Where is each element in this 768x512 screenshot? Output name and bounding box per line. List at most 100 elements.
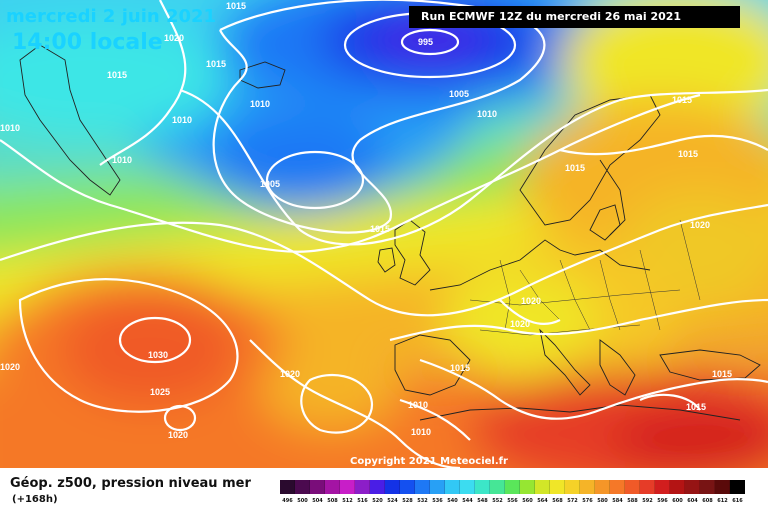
- isobar-label: 1010: [0, 123, 20, 133]
- isobar-label: 1010: [172, 115, 192, 125]
- scale-swatch: [625, 480, 640, 494]
- scale-tick-label: 540: [447, 498, 458, 504]
- isobar-label: 1020: [280, 369, 300, 379]
- scale-swatch: [715, 480, 730, 494]
- scale-swatch: [475, 480, 490, 494]
- scale-tick-label: 500: [297, 498, 308, 504]
- scale-tick-label: 588: [627, 498, 638, 504]
- isobar-label: 1015: [450, 363, 470, 373]
- scale-swatch: [445, 480, 460, 494]
- scale-tick-label: 568: [552, 498, 563, 504]
- scale-swatch: [535, 480, 550, 494]
- scale-tick-label: 580: [597, 498, 608, 504]
- color-scale: [280, 480, 745, 494]
- weather-map: 1015 1020 1015 995 1010 1005 1010 1010 1…: [0, 0, 768, 468]
- scale-swatch: [565, 480, 580, 494]
- scale-swatch: [340, 480, 355, 494]
- isobar-label: 1020: [164, 33, 184, 43]
- isobar-label: 1015: [206, 59, 226, 69]
- scale-swatch: [700, 480, 715, 494]
- isobar-label: 1010: [112, 155, 132, 165]
- scale-swatch: [655, 480, 670, 494]
- scale-swatch: [595, 480, 610, 494]
- scale-tick-label: 520: [372, 498, 383, 504]
- scale-tick-label: 504: [312, 498, 323, 504]
- forecast-date: mercredi 2 juin 2021: [6, 6, 217, 27]
- isobar-label: 1005: [260, 179, 280, 189]
- legend-subtitle: (+168h): [12, 494, 58, 505]
- scale-swatch: [385, 480, 400, 494]
- forecast-time: 14:00 locale: [12, 30, 163, 55]
- scale-swatch: [325, 480, 340, 494]
- legend-bar: Géop. z500, pression niveau mer (+168h) …: [0, 468, 768, 512]
- scale-tick-label: 532: [417, 498, 428, 504]
- isobar-label: 1015: [686, 402, 706, 412]
- isobars: [0, 0, 768, 468]
- isobar-label: 1020: [690, 220, 710, 230]
- scale-swatch: [520, 480, 535, 494]
- scale-tick-label: 544: [462, 498, 473, 504]
- isobar-label: 1015: [107, 70, 127, 80]
- coastlines: [19, 44, 761, 421]
- scale-tick-label: 552: [492, 498, 503, 504]
- scale-tick-label: 512: [342, 498, 353, 504]
- scale-tick-label: 536: [432, 498, 443, 504]
- scale-tick-label: 592: [642, 498, 653, 504]
- scale-swatch: [610, 480, 625, 494]
- isobar-label: 1010: [411, 427, 431, 437]
- scale-tick-label: 556: [507, 498, 518, 504]
- isobar-label: 1005: [449, 89, 469, 99]
- isobar-label: 1010: [477, 109, 497, 119]
- scale-tick-label: 528: [402, 498, 413, 504]
- scale-tick-label: 604: [687, 498, 698, 504]
- scale-tick-label: 608: [702, 498, 713, 504]
- scale-tick-label: 524: [387, 498, 398, 504]
- isobar-label: 1015: [672, 95, 692, 105]
- isobar-label: 1015: [565, 163, 585, 173]
- scale-tick-label: 496: [282, 498, 293, 504]
- scale-swatch: [355, 480, 370, 494]
- isobar-label: 1015: [226, 1, 246, 11]
- isobar-label: 1015: [678, 149, 698, 159]
- isobar-label: 1025: [150, 387, 170, 397]
- scale-swatch: [370, 480, 385, 494]
- scale-swatch: [280, 480, 295, 494]
- isobar-label: 1015: [712, 369, 732, 379]
- scale-swatch: [685, 480, 700, 494]
- scale-swatch: [415, 480, 430, 494]
- scale-tick-label: 616: [732, 498, 743, 504]
- copyright: Copyright 2021 Meteociel.fr: [350, 456, 508, 467]
- scale-swatch: [400, 480, 415, 494]
- isobar-label: 1015: [370, 224, 390, 234]
- scale-swatch: [640, 480, 655, 494]
- scale-swatch: [310, 480, 325, 494]
- scale-tick-label: 612: [717, 498, 728, 504]
- legend-title: Géop. z500, pression niveau mer: [10, 476, 251, 491]
- scale-tick-label: 560: [522, 498, 533, 504]
- scale-tick-label: 584: [612, 498, 623, 504]
- scale-tick-label: 548: [477, 498, 488, 504]
- isobar-label: 1030: [148, 350, 168, 360]
- scale-swatch: [295, 480, 310, 494]
- scale-tick-label: 576: [582, 498, 593, 504]
- scale-tick-label: 572: [567, 498, 578, 504]
- scale-swatch: [430, 480, 445, 494]
- isobar-label: 995: [418, 37, 433, 47]
- isobar-label: 1010: [408, 400, 428, 410]
- isobar-labels: 1015 1020 1015 995 1010 1005 1010 1010 1…: [0, 1, 732, 440]
- scale-swatch: [580, 480, 595, 494]
- scale-swatch: [670, 480, 685, 494]
- scale-swatch: [505, 480, 520, 494]
- scale-tick-label: 596: [657, 498, 668, 504]
- scale-swatch: [730, 480, 745, 494]
- model-run-label: Run ECMWF 12Z du mercredi 26 mai 2021: [409, 6, 740, 28]
- isobar-label: 1020: [168, 430, 188, 440]
- isobar-label: 1010: [250, 99, 270, 109]
- color-scale-labels: 496 500 504 508 512 516 520 524 528 532 536 540 544 5…: [280, 498, 745, 504]
- scale-tick-label: 508: [327, 498, 338, 504]
- isobar-label: 1020: [0, 362, 20, 372]
- scale-swatch: [550, 480, 565, 494]
- isobar-label: 1020: [521, 296, 541, 306]
- isobar-label: 1020: [510, 319, 530, 329]
- scale-tick-label: 600: [672, 498, 683, 504]
